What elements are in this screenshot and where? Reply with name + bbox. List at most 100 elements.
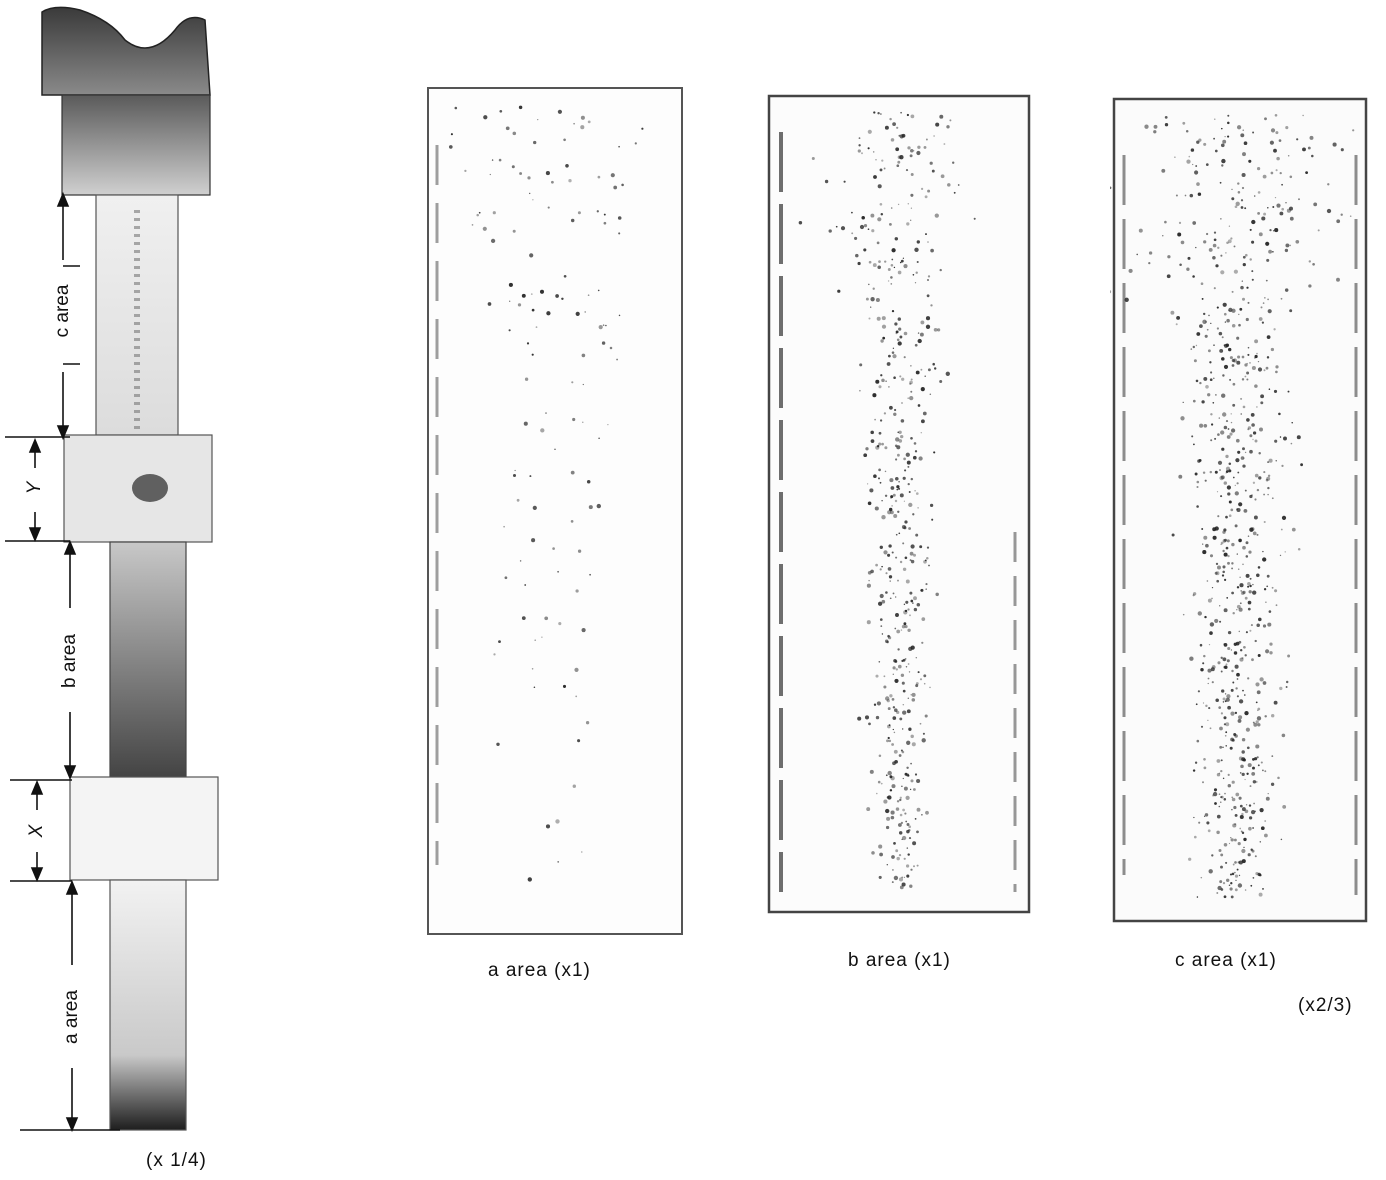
speckle-dot xyxy=(907,146,911,150)
speckle-dot xyxy=(885,808,890,814)
speckle-dot xyxy=(1262,550,1264,553)
speckle-dot xyxy=(1285,202,1287,204)
speckle-dot xyxy=(1136,253,1138,256)
speckle-dot xyxy=(634,142,637,145)
speckle-dot xyxy=(914,343,918,347)
speckle-dot xyxy=(1206,821,1210,825)
speckle-dot xyxy=(1232,476,1235,479)
speckle-dot xyxy=(910,779,914,783)
speckle-dot xyxy=(1220,495,1223,498)
speckle-dot xyxy=(1220,475,1225,480)
speckle-dot xyxy=(900,434,904,439)
speckle-dot xyxy=(910,378,913,381)
speckle-dot xyxy=(1210,413,1213,416)
speckle-dot xyxy=(1221,164,1224,167)
speckle-dot xyxy=(912,513,915,516)
speckle-dot xyxy=(896,856,900,861)
speckle-dot xyxy=(1233,269,1238,274)
speckle-dot xyxy=(892,592,895,595)
speckle-dot xyxy=(1284,288,1289,292)
speckle-dot xyxy=(1266,258,1270,262)
speckle-dot xyxy=(521,293,526,298)
speckle-dot xyxy=(545,171,550,176)
speckle-dot xyxy=(906,823,910,826)
speckle-dot xyxy=(872,287,875,290)
speckle-dot xyxy=(879,593,884,599)
speckle-dot xyxy=(1302,114,1304,117)
speckle-dot xyxy=(572,417,576,422)
speckle-dot xyxy=(1252,583,1254,586)
speckle-dot xyxy=(1224,734,1227,737)
speckle-dot xyxy=(1206,328,1209,331)
speckle-dot xyxy=(1230,737,1234,742)
speckle-dot xyxy=(1128,268,1133,273)
speckle-dot xyxy=(913,596,917,601)
speckle-dot xyxy=(1175,323,1178,326)
speckle-dot xyxy=(889,775,893,779)
speckle-dot xyxy=(1138,228,1143,233)
speckle-dot xyxy=(1258,892,1263,897)
speckle-dot xyxy=(1219,726,1223,731)
speckle-dot xyxy=(1281,183,1283,186)
speckle-dot xyxy=(895,533,898,536)
speckle-dot xyxy=(1222,139,1227,144)
speckle-dot xyxy=(1234,888,1238,892)
speckle-dot xyxy=(1238,640,1242,644)
speckle-dot xyxy=(1287,654,1291,658)
speckle-dot xyxy=(890,815,895,820)
speckle-dot xyxy=(920,588,924,592)
speckle-dot xyxy=(1217,433,1220,436)
speckle-dot xyxy=(920,419,925,424)
speckle-dot xyxy=(892,716,897,720)
speckle-dot xyxy=(898,439,903,443)
speckle-dot xyxy=(1276,156,1280,161)
speckle-dot xyxy=(929,393,932,395)
speckle-dot xyxy=(1178,221,1182,225)
speckle-dot xyxy=(920,589,923,592)
speckle-dot xyxy=(905,666,908,668)
speckle-dot xyxy=(1227,705,1231,710)
speckle-dot xyxy=(915,492,919,495)
speckle-dot xyxy=(893,266,896,269)
speckle-dot xyxy=(1226,659,1230,663)
speckle-dot xyxy=(949,119,952,122)
speckle-dot xyxy=(1244,207,1247,210)
speckle-dot xyxy=(1255,780,1258,783)
speckle-dot xyxy=(1296,138,1299,141)
speckle-dot xyxy=(1262,557,1267,562)
speckle-dot xyxy=(922,411,927,416)
speckle-dot xyxy=(1228,842,1231,845)
specimen-shaft-b xyxy=(109,541,187,778)
speckle-dot xyxy=(1244,375,1247,378)
speckle-dot xyxy=(1222,882,1226,885)
speckle-dot xyxy=(1229,378,1232,381)
speckle-dot xyxy=(534,639,537,642)
speckle-dot xyxy=(1207,393,1211,397)
speckle-dot xyxy=(517,303,522,307)
speckle-dot xyxy=(621,183,624,187)
speckle-dot xyxy=(1230,649,1233,651)
speckle-dot xyxy=(894,678,899,683)
speckle-dot xyxy=(917,338,922,344)
speckle-dot xyxy=(1245,541,1249,545)
speckle-dot xyxy=(1202,312,1206,316)
speckle-dot xyxy=(863,224,868,228)
speckle-dot xyxy=(527,877,532,882)
speckle-dot xyxy=(899,335,903,339)
speckle-dot xyxy=(1247,353,1250,356)
speckle-dot xyxy=(1194,170,1199,175)
speckle-dot xyxy=(866,620,871,625)
speckle-dot xyxy=(907,608,910,611)
speckle-dot xyxy=(910,599,914,603)
speckle-dot xyxy=(1352,129,1355,132)
speckle-dot xyxy=(617,216,622,220)
speckle-dot xyxy=(879,568,882,571)
speckle-dot xyxy=(1144,124,1149,129)
speckle-dot xyxy=(1259,427,1263,432)
speckle-dot xyxy=(909,551,914,556)
speckle-dot xyxy=(899,155,904,160)
speckle-dot xyxy=(1256,623,1260,627)
speckle-dot xyxy=(618,314,621,317)
speckle-dot xyxy=(914,247,919,252)
speckle-dot xyxy=(867,228,870,231)
